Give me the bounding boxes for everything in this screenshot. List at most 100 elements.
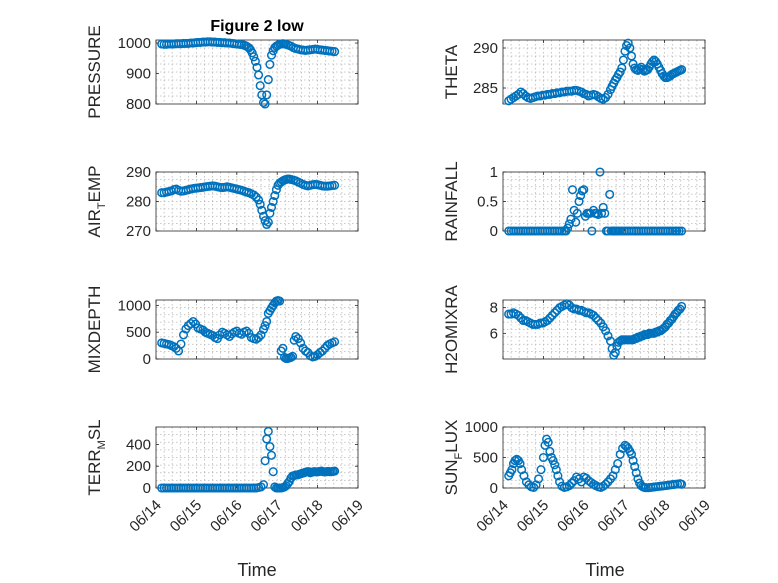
series-points [157, 174, 340, 230]
data-point [265, 59, 275, 69]
data-point [567, 185, 578, 195]
data-point [677, 301, 687, 311]
data-point [254, 195, 264, 205]
data-point [268, 196, 278, 207]
data-point [613, 459, 623, 469]
data-point [263, 426, 273, 436]
x-tick-label: 06/18 [288, 497, 327, 536]
data-point [254, 332, 264, 343]
data-point [330, 180, 340, 190]
data-point [677, 479, 687, 489]
axes-frame [502, 39, 706, 105]
data-point [543, 437, 553, 447]
data-point [536, 465, 546, 475]
series-points [504, 38, 687, 106]
axes-frame [502, 299, 706, 360]
data-point [260, 99, 270, 109]
data-point [256, 330, 266, 340]
subplot-6: 6 8 H2OMIXRA [442, 284, 706, 374]
x-tick-label: 06/18 [635, 497, 674, 536]
x-tick-label: 06/19 [675, 497, 714, 536]
data-point [270, 191, 280, 201]
data-point [593, 315, 603, 326]
series-points [157, 37, 340, 109]
y-tick-label: 290 [126, 164, 151, 181]
subplot-4: 0 0.5 1 RAINFALL [442, 161, 706, 242]
data-point [330, 466, 340, 476]
data-point [563, 223, 573, 233]
data-point [534, 474, 544, 484]
data-point [330, 47, 340, 57]
data-point [550, 308, 560, 318]
x-tick-label: 06/16 [207, 497, 246, 536]
subplot-1: 800 900 1000 PRESSURE [85, 25, 359, 119]
data-point [542, 315, 552, 326]
data-point [547, 310, 557, 320]
series-points [504, 434, 687, 493]
data-point [647, 57, 658, 67]
data-point [186, 319, 196, 329]
data-point [266, 202, 277, 212]
data-point [262, 316, 272, 327]
series-points [157, 295, 340, 364]
data-point [587, 226, 597, 236]
data-point [268, 467, 278, 477]
data-point [257, 205, 267, 215]
y-axis-label: AIRTEMP [85, 166, 108, 238]
data-point [548, 456, 558, 466]
data-point [529, 482, 539, 492]
data-point [601, 326, 611, 336]
subplot-8: 06/14 06/15 06/16 06/17 06/18 06/19 0 500 1000SU… [442, 419, 714, 535]
axes-frame [155, 299, 359, 360]
data-point [263, 75, 273, 85]
subplot-2: 285 290 THETA [442, 38, 706, 106]
data-point [278, 343, 288, 353]
x-axis-label-right: Time [585, 560, 624, 580]
data-point [603, 89, 613, 99]
x-tick-label: 06/17 [594, 497, 633, 536]
data-point [260, 456, 270, 466]
data-point [550, 460, 560, 470]
data-point [567, 478, 577, 488]
x-axis-label-left: Time [237, 560, 276, 580]
subplot-5: 0 500 1000 MIXDEPTH [85, 286, 359, 373]
data-point [516, 313, 526, 323]
y-axis-label: RAINFALL [442, 161, 461, 241]
data-point [254, 70, 264, 80]
data-point [286, 352, 296, 362]
data-point [249, 52, 259, 62]
y-tick-label: 270 [126, 223, 151, 240]
x-tick-label: 06/15 [514, 497, 553, 536]
data-point [601, 479, 611, 489]
y-tick-label: 290 [473, 40, 498, 57]
x-tick-label: 06/14 [473, 497, 512, 536]
data-point [255, 81, 265, 91]
data-point [330, 337, 340, 347]
y-tick-label: 0 [490, 480, 498, 497]
data-point [317, 346, 327, 356]
data-point [291, 331, 301, 342]
y-tick-label: 1000 [118, 297, 151, 314]
data-point [588, 310, 599, 320]
series-points [504, 167, 687, 236]
y-tick-label: 900 [126, 66, 151, 83]
x-tick-label: 06/16 [554, 497, 593, 536]
series-points [504, 299, 687, 360]
y-tick-label: 500 [473, 450, 498, 467]
y-axis-label: PRESSURE [85, 25, 104, 119]
data-point [262, 90, 272, 100]
x-tick-label: 06/15 [167, 497, 206, 536]
data-point [610, 348, 620, 358]
data-point [255, 199, 265, 209]
y-tick-label: 280 [126, 194, 151, 211]
data-point [626, 449, 637, 459]
y-axis-label: TERRMSL [85, 419, 108, 495]
data-point [266, 50, 277, 60]
data-point [296, 338, 306, 348]
x-tick-label: 06/17 [247, 497, 286, 536]
data-point [258, 97, 269, 108]
data-point [595, 167, 605, 177]
y-tick-label: 0.5 [477, 194, 498, 211]
